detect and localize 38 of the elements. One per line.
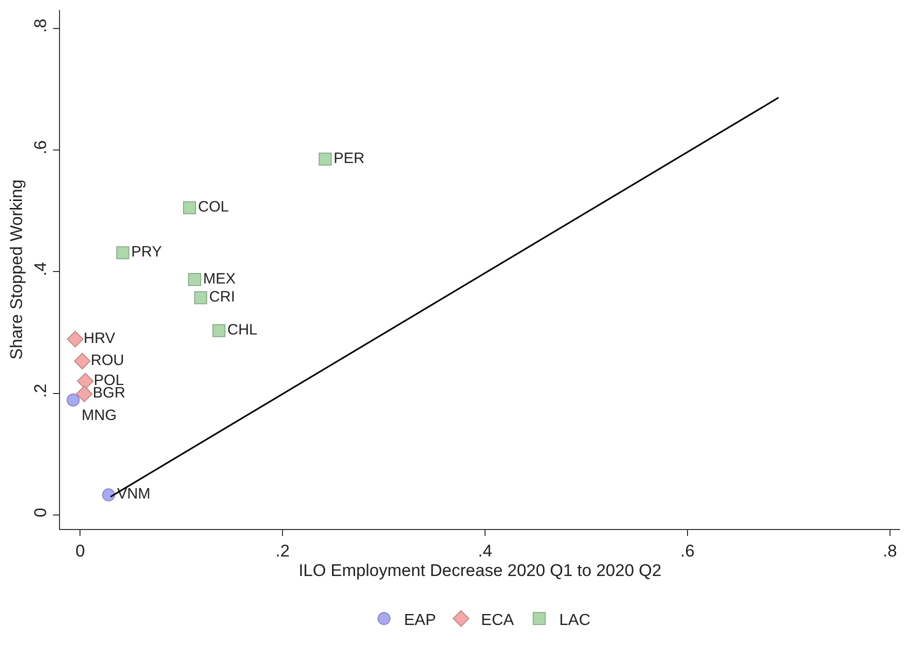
y-tick-label: .2 (31, 384, 50, 398)
y-tick-label: .4 (31, 262, 50, 276)
x-axis-title: ILO Employment Decrease 2020 Q1 to 2020 Q2 (298, 560, 662, 580)
x-tick-label: .8 (882, 541, 897, 560)
legend-label: ECA (481, 612, 514, 629)
point (74, 352, 91, 370)
point (76, 386, 93, 402)
data-label: VNM (117, 486, 150, 503)
legend-label: EAP (404, 612, 436, 629)
point (102, 488, 116, 502)
data-label: HRV (84, 330, 116, 347)
point (66, 394, 80, 407)
data-label: BGR (92, 384, 126, 402)
data-label: PER (334, 150, 365, 167)
point (116, 246, 130, 260)
x-tick-label: .6 (680, 541, 695, 560)
data-label: PRY (131, 244, 162, 261)
data-label: COL (198, 198, 229, 216)
point (188, 273, 202, 286)
point (66, 330, 84, 348)
data-label: CHL (227, 321, 258, 338)
point (318, 152, 332, 166)
point (77, 372, 94, 390)
x-tick-label: 0 (76, 541, 85, 560)
y-tick-label: .6 (31, 140, 50, 154)
x-tick-label: .4 (478, 541, 492, 560)
data-label: MNG (82, 406, 117, 424)
y-tick-label: 0 (31, 508, 50, 518)
x-tick-label: .2 (276, 541, 290, 560)
data-label: MEX (203, 270, 236, 288)
y-axis-title: Share Stopped Working (6, 179, 26, 360)
data-label: CRI (209, 288, 236, 306)
y-tick-label: .8 (31, 18, 50, 33)
data-label: ROU (90, 352, 124, 369)
point (194, 291, 208, 304)
legend-label: LAC (559, 612, 590, 629)
point (212, 324, 226, 338)
point (183, 201, 196, 214)
